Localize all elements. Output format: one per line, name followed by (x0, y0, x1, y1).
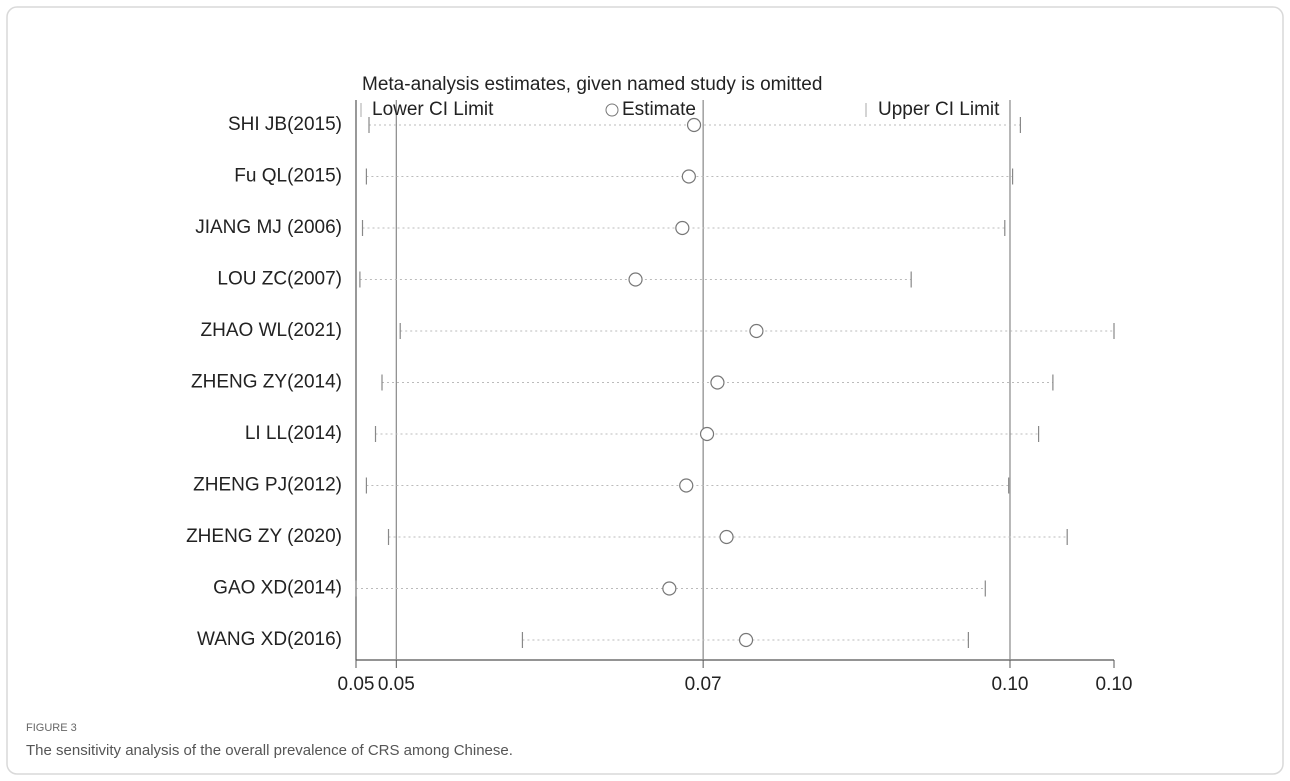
estimate (738, 632, 754, 648)
caption: The sensitivity analysis of the overall … (26, 742, 513, 759)
estimate (628, 272, 643, 287)
y-tick-label: ZHAO WL(2021) (201, 320, 342, 341)
legend-label: Estimate (622, 99, 696, 120)
estimate (679, 478, 694, 493)
figure-label: FIGURE 3 (26, 722, 77, 734)
estimate (699, 426, 715, 442)
y-tick-label: GAO XD(2014) (213, 578, 342, 599)
y-tick-label: Fu QL(2015) (234, 166, 342, 187)
x-tick-label: 0.10 (1096, 674, 1133, 695)
x-tick-label: 0.10 (991, 674, 1028, 695)
estimate (675, 220, 690, 236)
x-tick-label: 0.05 (378, 674, 415, 695)
x-tick-label: 0.07 (685, 674, 722, 695)
legend-label: Lower CI Limit (372, 99, 494, 120)
y-tick-label: ZHENG PJ(2012) (193, 475, 342, 496)
y-tick-label: ZHENG ZY(2014) (191, 372, 342, 393)
estimate (686, 117, 702, 133)
legend-marker (605, 103, 619, 117)
y-tick-label: JIANG MJ (2006) (195, 217, 342, 238)
x-tick-label: 0.05 (338, 674, 375, 695)
y-tick-label: LOU ZC(2007) (217, 269, 342, 290)
frame (6, 6, 1284, 775)
estimate (710, 375, 725, 390)
y-tick-label: SHI JB(2015) (228, 114, 342, 135)
legend-label: Upper CI Limit (878, 99, 1000, 120)
y-tick-label: ZHENG ZY (2020) (186, 526, 342, 547)
chart-title: Meta-analysis estimates, given named stu… (362, 74, 822, 95)
estimate (681, 169, 696, 184)
estimate (662, 581, 677, 596)
y-tick-label: WANG XD(2016) (197, 629, 342, 650)
estimate (719, 529, 734, 545)
y-tick-label: LI LL(2014) (245, 423, 342, 444)
estimate (749, 323, 764, 339)
